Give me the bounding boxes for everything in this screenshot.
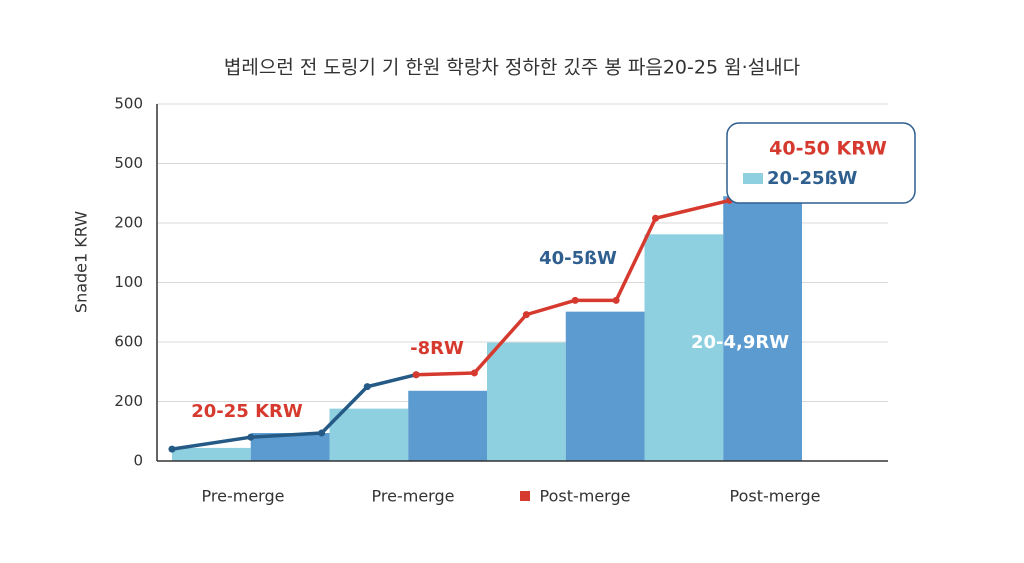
line-point [363,383,371,391]
legend-label: 40-50 KRW [769,138,887,160]
y-tick-label: 0 [133,452,143,470]
annotation: 20-25 KRW [191,401,303,422]
y-tick-label: 200 [114,392,143,410]
legend-label: 20-25ßW [767,168,858,189]
bar [723,196,802,461]
y-tick-label: 500 [114,154,143,172]
legend [726,122,916,204]
y-tick-label: 500 [114,95,143,113]
line-point [168,445,176,453]
x-tick-label: Post-merge [730,487,821,506]
y-tick-label: 600 [114,333,143,351]
bar [644,234,724,461]
x-tick-label: Pre-merge [202,487,285,506]
legend-swatch [743,173,763,184]
bar [408,390,487,461]
line-point [612,296,620,304]
annotation: 40-5ßW [539,248,617,269]
chart-title: 볍레으런 전 도링기 기 한원 학랑차 정하한 깄주 봉 파음20-25 윔·설… [224,57,800,79]
line-point [470,369,478,377]
line-point [247,433,255,441]
line-point [318,429,326,437]
bar [565,311,645,461]
legend-marker [520,491,530,501]
bar [329,408,409,461]
y-tick-label: 200 [114,214,143,232]
bar [172,447,251,461]
line-point [652,214,660,222]
line-point [522,311,530,319]
line-point [571,296,579,304]
line-point [412,371,420,379]
annotation: 20-4,9RW [691,332,789,353]
x-tick-label: Pre-merge [372,487,455,506]
y-tick-label: 100 [114,273,143,291]
y-axis-label: Snade1 KRW [72,211,91,313]
x-tick-label: Post-merge [540,487,631,506]
annotation: -8RW [410,338,464,359]
bar [487,342,566,461]
